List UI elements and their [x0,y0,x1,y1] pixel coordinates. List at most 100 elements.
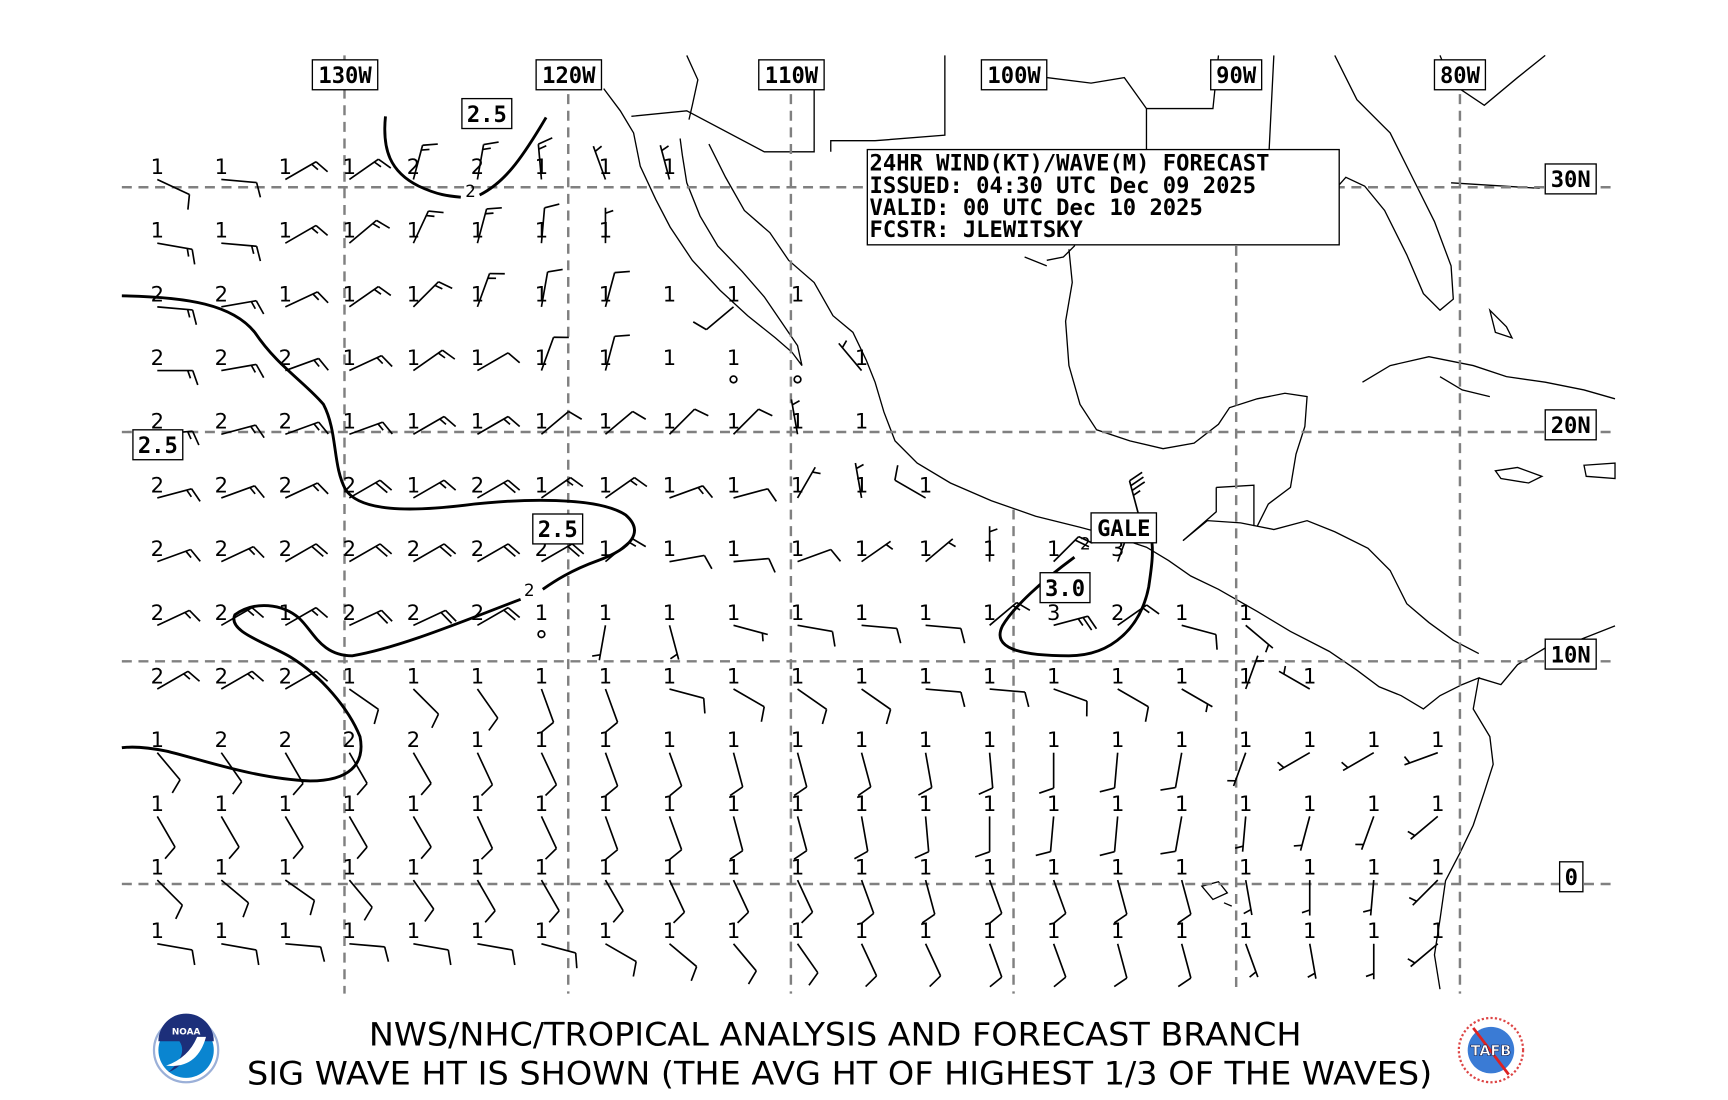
station-point: 1 [919,855,936,924]
wave-height-value: 1 [599,472,612,497]
wind-barb [592,145,607,180]
wind-barb [796,943,819,986]
wind-barb [349,609,393,627]
noaa-logo: NOAA [152,1013,220,1084]
wind-barb [412,143,438,180]
station-point: 1 [1341,727,1380,772]
wind-barb [659,145,671,180]
station-point: 2 [151,600,201,627]
wave-height-value: 1 [279,600,292,625]
wave-height-value: 1 [599,536,612,561]
station-point: 1 [1278,663,1316,690]
wave-height-value: 1 [343,218,356,243]
wind-barb [1038,752,1055,794]
station-point: 2 [279,727,304,796]
station-point: 1 [1407,918,1444,968]
station-point: 1 [663,536,713,570]
wave-height-value: 1 [983,855,996,880]
graticule [121,55,1616,994]
wave-height-value: 1 [1175,918,1188,943]
station-point: 1 [151,855,184,920]
contour-label-west: 2.5 [132,429,184,461]
station-point: 1 [894,465,932,499]
wave-height-value: 1 [727,281,740,306]
station-point: 1 [599,791,619,861]
station-point: 1 [692,281,740,331]
wave-height-value: 1 [279,855,292,880]
station-point: 1 [919,600,966,644]
station-point: 1 [535,268,563,308]
wind-barb [284,224,329,244]
wind-barb [1362,880,1375,916]
issued-time: ISSUED: 04:30 UTC Dec 09 2025 [870,173,1257,199]
svg-text:20N: 20N [1551,413,1591,439]
svg-text:0: 0 [1565,865,1578,891]
wind-barb [729,752,744,797]
wind-barb [988,526,998,562]
wind-barb [348,158,392,181]
longitude-labels: 130W 120W 110W 100W 90W 80W [311,59,1487,91]
wave-height-value: 1 [535,600,548,625]
latitude-labels: 30N 20N 10N 0 [1544,163,1597,893]
wind-barb [604,688,619,733]
forecaster: FCSTR: JLEWITSKY [870,217,1084,243]
contour-value-label: 2 [465,182,476,201]
wave-height-value: 1 [343,855,356,880]
wave-height-value: 1 [1239,600,1252,625]
station-point: 2 [151,345,199,386]
svg-text:2.5: 2.5 [467,102,507,128]
wave-height-value: 1 [855,727,868,752]
wind-barb [1035,816,1055,857]
station-point: 2 [343,727,368,796]
calm-wind-marker [793,375,802,384]
wave-height-value: 1 [855,663,868,688]
wind-barb [477,942,516,966]
wind-barb [1408,879,1439,906]
wave-height-value: 2 [279,472,292,497]
wind-barb [797,548,842,563]
wind-barb [668,879,686,924]
wind-barb [1160,816,1183,855]
station-point: 1 [791,855,814,924]
station-point: 1 [592,145,612,180]
station-point: 1 [727,472,778,502]
svg-text:130W: 130W [318,63,372,89]
wind-barb [796,879,814,924]
wind-barb [1293,816,1311,851]
contour-label-north: 2.5 [461,97,513,130]
station-point: 1 [599,334,630,371]
station-point: 1 [983,600,1031,626]
wave-height-value: 1 [151,218,164,243]
wind-barb [1052,879,1067,924]
wind-barb [349,354,393,372]
station-point: 2 [1111,600,1160,627]
station-point: 1 [1111,663,1150,722]
station-point: 2 [407,143,438,180]
station-point: 1 [215,791,240,860]
wind-barb [1117,688,1150,722]
station-point: 3 [1047,600,1098,631]
wave-height-value: 1 [151,791,164,816]
wind-barb [221,424,265,439]
station-point: 1 [407,472,457,499]
wave-height-value: 2 [279,536,292,561]
wind-barb [285,942,326,962]
station-point: 2 [215,536,265,563]
wave-height-value: 1 [599,663,612,688]
station-point: 1 [151,791,176,860]
station-point: 1 [599,855,624,923]
station-point: 1 [407,855,435,923]
wind-barb [540,688,555,733]
wind-barb [925,624,966,644]
wave-height-value: 1 [727,855,740,880]
station-point: 1 [663,345,676,370]
wave-height-value: 1 [663,409,676,434]
wind-barb [921,879,936,924]
station-point: 1 [535,336,569,371]
wind-barb [348,879,373,921]
contour-value-label: 2 [1080,534,1091,553]
wind-barb [1128,471,1146,516]
wind-barb [1160,752,1183,791]
station-point: 1 [663,791,683,861]
wave-height-value: 2 [151,345,164,370]
